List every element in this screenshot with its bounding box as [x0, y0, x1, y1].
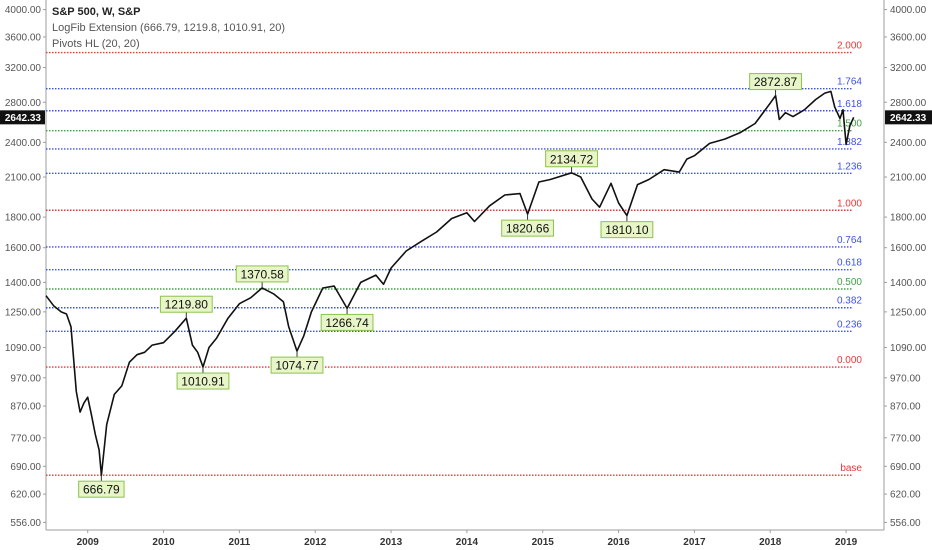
pivot-label: 1810.10	[605, 223, 649, 237]
pivot-label-box	[176, 372, 230, 390]
y-tick-label-right: 4000.00	[890, 5, 927, 16]
current-price-label-left: 2642.33	[5, 113, 42, 124]
pivot-label: 1010.91	[181, 375, 225, 389]
y-tick-label-left: 870.00	[10, 402, 41, 413]
fib-levels: 2.0001.7641.6181.5001.3821.2361.0000.764…	[46, 41, 862, 476]
fib-level-label: 1.000	[837, 198, 862, 209]
y-tick-label-right: 3200.00	[890, 63, 927, 74]
x-tick-label: 2016	[607, 537, 630, 548]
fib-level-label: 2.000	[837, 41, 862, 52]
price-series	[45, 90, 855, 476]
y-tick-label-right: 1090.00	[890, 343, 927, 354]
chart-legend: S&P 500, W, S&P LogFib Extension (666.79…	[52, 4, 285, 52]
pivot-label: 2872.87	[754, 75, 798, 89]
y-tick-label-right: 1800.00	[890, 213, 927, 224]
pivot-label: 1266.74	[325, 316, 369, 330]
pivot-label: 1074.77	[275, 359, 319, 373]
pivot-label-box	[235, 265, 289, 283]
x-tick-label: 2015	[532, 537, 555, 548]
x-tick-label: 2013	[380, 537, 403, 548]
y-tick-label-right: 1250.00	[890, 307, 927, 318]
pivot-label-box	[159, 295, 213, 313]
y-tick-label-left: 1250.00	[5, 307, 42, 318]
x-tick-label: 2014	[456, 537, 479, 548]
x-tick-label: 2011	[229, 537, 251, 548]
current-price-label-right: 2642.33	[890, 113, 927, 124]
pivot-label-box	[320, 313, 374, 331]
y-tick-label-left: 770.00	[10, 433, 41, 444]
y-tick-label-right: 3600.00	[890, 32, 927, 43]
fib-level-label: 0.000	[837, 355, 862, 366]
x-tick-label: 2012	[304, 537, 327, 548]
y-tick-label-left: 2100.00	[5, 173, 42, 184]
fib-level-label: 1.382	[837, 137, 862, 148]
pivot-label: 666.79	[83, 483, 120, 497]
price-line	[45, 90, 855, 476]
y-tick-label-left: 1090.00	[5, 343, 42, 354]
y-tick-label-left: 556.00	[10, 518, 41, 529]
pivot-label: 1820.66	[506, 222, 550, 236]
pivot-label-box	[600, 221, 654, 239]
current-price-marker-left	[0, 110, 45, 125]
y-tick-label-right: 870.00	[890, 402, 921, 413]
y-tick-label-left: 970.00	[10, 373, 41, 384]
y-tick-label-right: 2400.00	[890, 138, 927, 149]
x-tick-label: 2019	[835, 537, 858, 548]
pivot-label-box	[78, 480, 125, 498]
pivot-label: 2134.72	[550, 152, 594, 166]
y-tick-label-left: 620.00	[10, 490, 41, 501]
y-tick-label-right: 2100.00	[890, 173, 927, 184]
y-tick-label-left: 1600.00	[5, 243, 42, 254]
fib-level-label: 1.764	[837, 77, 862, 88]
chart-title: S&P 500, W, S&P	[52, 6, 141, 18]
y-tick-label-left: 2400.00	[5, 138, 42, 149]
fib-level-label: 0.764	[837, 235, 862, 246]
y-tick-label-right: 970.00	[890, 373, 921, 384]
y-tick-label-right: 2800.00	[890, 98, 927, 109]
x-tick-label: 2009	[77, 537, 100, 548]
pivot-label-box	[501, 219, 554, 237]
indicator-pivots-label: Pivots HL (20, 20)	[52, 38, 140, 50]
x-axis[interactable]: 2009 2010 2011 2012 2013 2014 2015 2016 2017 2018…	[77, 530, 858, 548]
fib-level-label: 1.618	[837, 99, 862, 110]
fib-level-label: 0.500	[837, 277, 862, 288]
y-tick-label-right: 770.00	[890, 433, 921, 444]
pivot-label: 1219.80	[165, 298, 209, 312]
pivot-label-box	[545, 150, 598, 168]
y-tick-label-left: 1400.00	[5, 278, 42, 289]
pivot-label: 1370.58	[240, 267, 284, 281]
y-tick-label-left: 1800.00	[5, 213, 42, 224]
y-tick-label-left: 2800.00	[5, 98, 42, 109]
x-tick-label: 2017	[683, 537, 706, 548]
y-tick-label-right: 556.00	[890, 518, 921, 529]
y-tick-label-right: 620.00	[890, 490, 921, 501]
fib-level-label: 0.236	[837, 319, 862, 330]
x-tick-label: 2010	[152, 537, 175, 548]
y-tick-label-left: 3600.00	[5, 32, 42, 43]
y-tick-label-right: 1400.00	[890, 278, 927, 289]
indicator-logfib-label: LogFib Extension (666.79, 1219.8, 1010.9…	[52, 22, 286, 34]
fib-level-label: base	[840, 463, 862, 474]
fib-level-label: 0.382	[837, 296, 862, 307]
pivot-labels: 666.79 1219.80 1010.91 1370.58 1074.77 1266.7…	[78, 73, 802, 498]
y-tick-label-right: 1600.00	[890, 243, 927, 254]
pivot-label-box	[749, 73, 802, 91]
current-price-marker-right	[885, 110, 932, 125]
pivot-label-box	[270, 356, 324, 374]
fib-level-label: 1.236	[837, 161, 862, 172]
x-tick-label: 2018	[759, 537, 782, 548]
y-tick-label-right: 690.00	[890, 462, 921, 473]
y-tick-label-left: 690.00	[10, 462, 41, 473]
fib-level-label: 0.618	[837, 258, 862, 269]
y-tick-label-left: 3200.00	[5, 63, 42, 74]
y-axis[interactable]: 4000.00 4000.00 3600.00 3600.00 3200.00 3200.…	[0, 5, 932, 529]
y-tick-label-left: 4000.00	[5, 5, 42, 16]
